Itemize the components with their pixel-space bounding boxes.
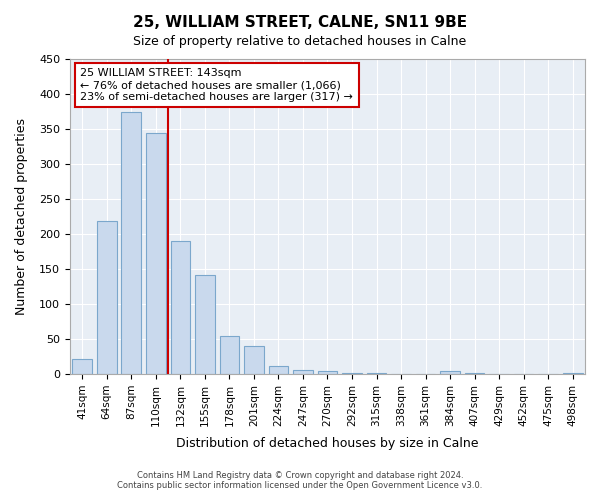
Bar [170, 241, 190, 374]
Text: 25 WILLIAM STREET: 143sqm
← 76% of detached houses are smaller (1,066)
23% of se: 25 WILLIAM STREET: 143sqm ← 76% of detac… [80, 68, 353, 102]
Bar [146, 132, 166, 374]
Bar [293, 370, 313, 374]
Text: Contains HM Land Registry data © Crown copyright and database right 2024.
Contai: Contains HM Land Registry data © Crown c… [118, 470, 482, 490]
Bar [73, 358, 92, 374]
Text: Size of property relative to detached houses in Calne: Size of property relative to detached ho… [133, 35, 467, 48]
X-axis label: Distribution of detached houses by size in Calne: Distribution of detached houses by size … [176, 437, 479, 450]
Y-axis label: Number of detached properties: Number of detached properties [15, 118, 28, 315]
Text: 25, WILLIAM STREET, CALNE, SN11 9BE: 25, WILLIAM STREET, CALNE, SN11 9BE [133, 15, 467, 30]
Bar [317, 371, 337, 374]
Bar [97, 222, 116, 374]
Bar [563, 372, 583, 374]
Bar [244, 346, 264, 374]
Bar [220, 336, 239, 374]
Bar [269, 366, 288, 374]
Bar [121, 112, 141, 374]
Bar [342, 372, 362, 374]
Bar [440, 371, 460, 374]
Bar [195, 274, 215, 374]
